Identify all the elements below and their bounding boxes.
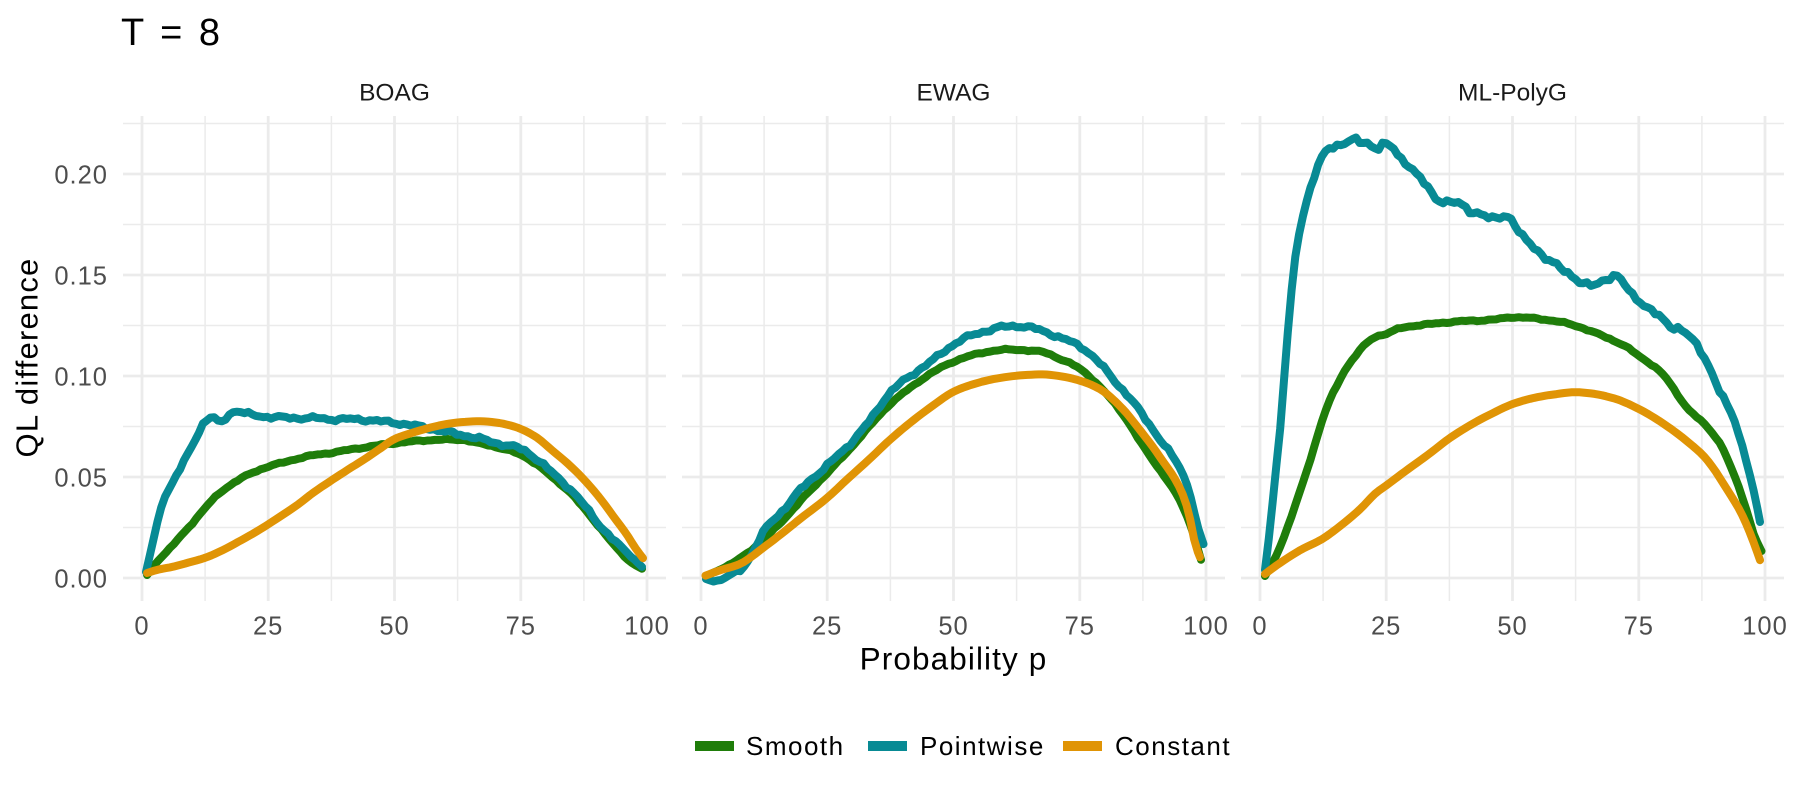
svg-text:50: 50 [1497, 612, 1527, 640]
svg-text:Probability p: Probability p [860, 641, 1048, 677]
svg-text:25: 25 [253, 612, 283, 640]
svg-text:0.15: 0.15 [54, 262, 108, 290]
svg-text:25: 25 [1371, 612, 1401, 640]
svg-text:Constant: Constant [1115, 731, 1231, 761]
svg-text:75: 75 [1624, 612, 1654, 640]
svg-text:Pointwise: Pointwise [920, 731, 1045, 761]
svg-text:0.00: 0.00 [54, 565, 108, 593]
svg-text:0.20: 0.20 [54, 161, 108, 189]
svg-text:100: 100 [1183, 612, 1229, 640]
svg-text:75: 75 [1065, 612, 1095, 640]
svg-text:0.05: 0.05 [54, 464, 108, 492]
svg-text:QL difference: QL difference [10, 258, 45, 458]
svg-text:0: 0 [1252, 612, 1267, 640]
svg-text:0: 0 [693, 612, 708, 640]
svg-text:T = 8: T = 8 [121, 12, 223, 54]
svg-text:BOAG: BOAG [359, 80, 430, 107]
svg-text:50: 50 [938, 612, 968, 640]
svg-text:100: 100 [624, 612, 670, 640]
svg-text:50: 50 [379, 612, 409, 640]
svg-text:Smooth: Smooth [746, 731, 845, 761]
svg-text:ML-PolyG: ML-PolyG [1458, 80, 1567, 107]
svg-text:0.10: 0.10 [54, 363, 108, 391]
svg-text:75: 75 [506, 612, 536, 640]
svg-text:100: 100 [1742, 612, 1788, 640]
svg-text:0: 0 [134, 612, 149, 640]
svg-text:EWAG: EWAG [917, 80, 991, 107]
svg-text:25: 25 [812, 612, 842, 640]
